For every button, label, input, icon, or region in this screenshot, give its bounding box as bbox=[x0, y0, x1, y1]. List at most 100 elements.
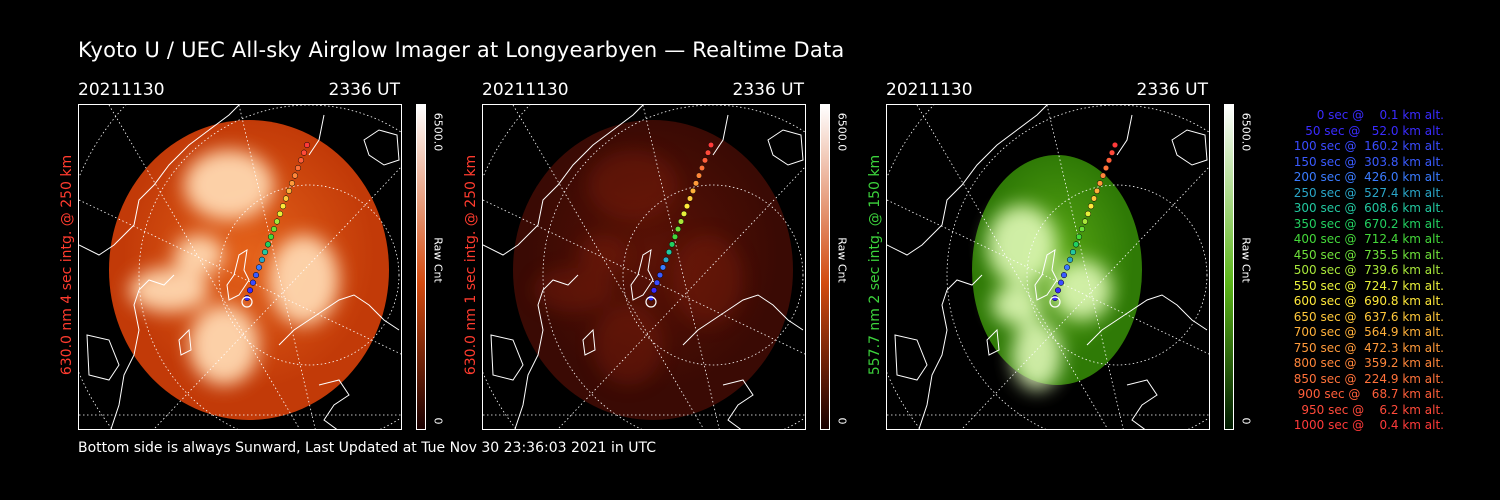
trajectory bbox=[647, 141, 715, 302]
allsky-map-svg bbox=[79, 105, 401, 429]
trajectory-point bbox=[288, 180, 296, 187]
trajectory-point bbox=[656, 272, 664, 279]
emission-disc bbox=[109, 120, 389, 420]
trajectory-point bbox=[297, 157, 305, 164]
trajectory-point bbox=[279, 203, 287, 210]
legend-row: 900 sec @ 68.7 km alt. bbox=[1297, 387, 1444, 401]
legend-row: 850 sec @ 224.9 km alt. bbox=[1293, 371, 1444, 386]
colorbar-max-label: 6500.0 bbox=[834, 104, 850, 160]
trajectory-point bbox=[1099, 172, 1107, 179]
trajectory-point bbox=[701, 157, 709, 164]
legend-row: 200 sec @ 426.0 km alt. bbox=[1293, 170, 1444, 184]
allsky-image bbox=[78, 104, 402, 430]
colorbar bbox=[820, 104, 830, 430]
trajectory-point bbox=[246, 287, 254, 294]
trajectory-point bbox=[1069, 249, 1077, 256]
colorbar-min-label: 0 bbox=[1238, 412, 1254, 430]
trajectory-point bbox=[249, 279, 257, 286]
trajectory bbox=[243, 141, 311, 302]
allsky-image bbox=[482, 104, 806, 430]
trajectory-point bbox=[1060, 272, 1068, 279]
station-marker bbox=[1049, 296, 1061, 308]
panel-time: 2336 UT bbox=[732, 80, 805, 100]
panel-wavelength-label: 630.0 nm 4 sec intg. @ 250 km bbox=[58, 102, 76, 428]
legend-row: 350 sec @ 670.2 km alt. bbox=[1293, 216, 1444, 231]
colorbar-max-text: 6500.0 bbox=[1239, 112, 1253, 152]
trajectory-point bbox=[261, 249, 269, 256]
legend-row: 600 sec @ 690.8 km alt. bbox=[1293, 294, 1444, 308]
trajectory-point bbox=[1096, 180, 1104, 187]
trajectory-point bbox=[300, 149, 308, 156]
trajectory-point bbox=[686, 195, 694, 202]
trajectory-point bbox=[252, 272, 260, 279]
trajectory-point bbox=[674, 226, 682, 233]
trajectory-point bbox=[273, 218, 281, 225]
legend-row: 500 sec @ 739.6 km alt. bbox=[1293, 263, 1444, 277]
legend-row: 700 sec @ 564.9 km alt. bbox=[1293, 325, 1444, 339]
trajectory-point bbox=[653, 279, 661, 286]
trajectory-point bbox=[258, 256, 266, 263]
trajectory-point bbox=[267, 233, 275, 240]
trajectory-point bbox=[1087, 203, 1095, 210]
legend-row: 1000 sec @ 0.4 km alt. bbox=[1293, 418, 1444, 432]
panel-time: 2336 UT bbox=[328, 80, 401, 100]
allsky-image bbox=[886, 104, 1210, 430]
legend-row: 550 sec @ 724.7 km alt. bbox=[1293, 278, 1444, 293]
panel-time: 2336 UT bbox=[1136, 80, 1209, 100]
panel-date: 20211130 bbox=[482, 80, 569, 100]
colorbar-unit-label: Raw Cnt bbox=[430, 230, 446, 290]
colorbar-min-label: 0 bbox=[834, 412, 850, 430]
trajectory-point bbox=[1090, 195, 1098, 202]
trajectory-point bbox=[255, 264, 263, 271]
trajectory-point bbox=[1093, 187, 1101, 194]
legend-row: 50 sec @ 52.0 km alt. bbox=[1305, 123, 1444, 138]
panel-wavelength-label: 557.7 nm 2 sec intg. @ 150 km bbox=[866, 102, 884, 428]
colorbar-min-text: 0 bbox=[835, 417, 849, 425]
airglow-panel-630nm-4s: 20211130 2336 UT 630.0 nm 4 sec intg. @ … bbox=[59, 80, 498, 430]
allsky-map-svg bbox=[887, 105, 1209, 429]
trajectory-point bbox=[303, 141, 311, 149]
panel-wavelength-text: 630.0 nm 1 sec intg. @ 250 km bbox=[463, 154, 479, 376]
trajectory-point bbox=[1072, 241, 1080, 248]
colorbar-unit-text: Raw Cnt bbox=[835, 237, 849, 283]
colorbar-min-text: 0 bbox=[1239, 417, 1253, 425]
legend-row: 650 sec @ 637.6 km alt. bbox=[1293, 309, 1444, 324]
trajectory-point bbox=[659, 264, 667, 271]
legend-row: 300 sec @ 608.6 km alt. bbox=[1293, 201, 1444, 215]
trajectory-point bbox=[1057, 279, 1065, 286]
trajectory-point bbox=[1054, 287, 1062, 294]
colorbar bbox=[1224, 104, 1234, 430]
trajectory-point bbox=[285, 187, 293, 194]
trajectory bbox=[1051, 141, 1119, 302]
aurora-glow bbox=[129, 150, 339, 385]
colorbar-unit-text: Raw Cnt bbox=[1239, 237, 1253, 283]
panel-date: 20211130 bbox=[78, 80, 165, 100]
trajectory-point bbox=[662, 256, 670, 263]
coastlines bbox=[483, 105, 804, 429]
footer-status: Bottom side is always Sunward, Last Upda… bbox=[78, 440, 656, 456]
trajectory-point bbox=[695, 172, 703, 179]
legend-row: 950 sec @ 6.2 km alt. bbox=[1301, 402, 1444, 417]
page-title: Kyoto U / UEC All-sky Airglow Imager at … bbox=[78, 38, 845, 62]
trajectory-point bbox=[1075, 233, 1083, 240]
legend-row: 750 sec @ 472.3 km alt. bbox=[1293, 340, 1444, 355]
trajectory-point bbox=[282, 195, 290, 202]
colorbar-unit-label: Raw Cnt bbox=[834, 230, 850, 290]
trajectory-point bbox=[698, 164, 706, 172]
trajectory-point bbox=[680, 210, 688, 217]
coastlines bbox=[887, 105, 1208, 429]
colorbar-max-label: 6500.0 bbox=[1238, 104, 1254, 160]
legend-row: 800 sec @ 359.2 km alt. bbox=[1293, 356, 1444, 370]
legend-row: 250 sec @ 527.4 km alt. bbox=[1293, 185, 1444, 200]
colorbar-unit-text: Raw Cnt bbox=[431, 237, 445, 283]
emission-disc bbox=[513, 120, 793, 420]
trajectory-point bbox=[264, 241, 272, 248]
trajectory-legend: 0 sec @ 0.1 km alt. 50 sec @ 52.0 km alt… bbox=[1262, 108, 1444, 434]
legend-row: 400 sec @ 712.4 km alt. bbox=[1293, 232, 1444, 246]
trajectory-point bbox=[1081, 218, 1089, 225]
legend-row: 0 sec @ 0.1 km alt. bbox=[1316, 108, 1444, 122]
trajectory-point bbox=[668, 241, 676, 248]
lat-lon-grid bbox=[887, 105, 1209, 429]
coastlines bbox=[79, 105, 400, 429]
airglow-panel-630nm-1s: 20211130 2336 UT 630.0 nm 1 sec intg. @ … bbox=[463, 80, 902, 430]
